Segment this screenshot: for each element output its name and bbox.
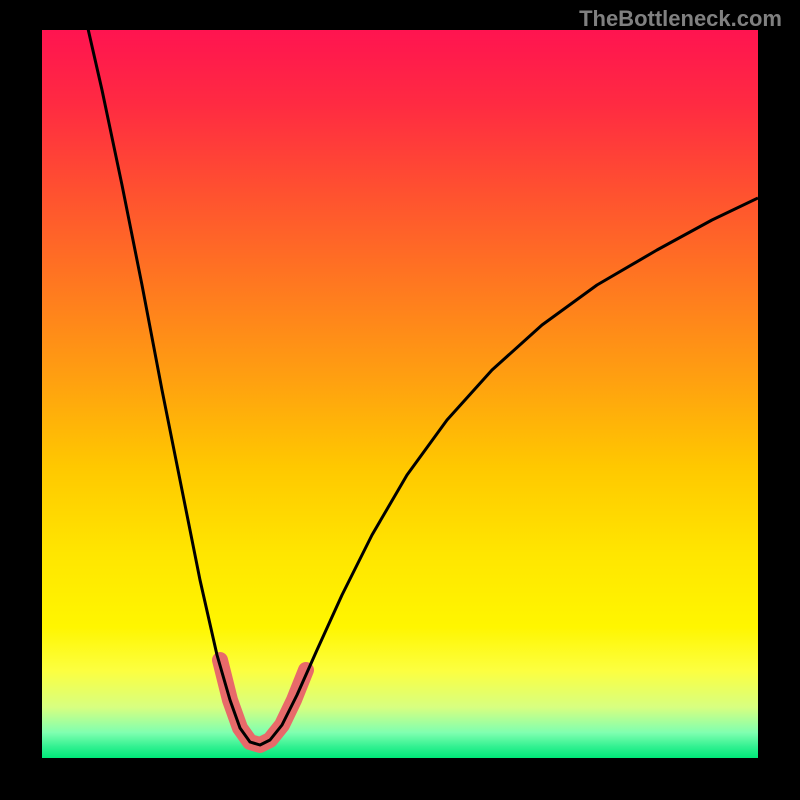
main-curve (86, 30, 758, 745)
plot-area (42, 30, 758, 758)
watermark-text: TheBottleneck.com (579, 6, 782, 32)
curve-layer (42, 30, 758, 758)
